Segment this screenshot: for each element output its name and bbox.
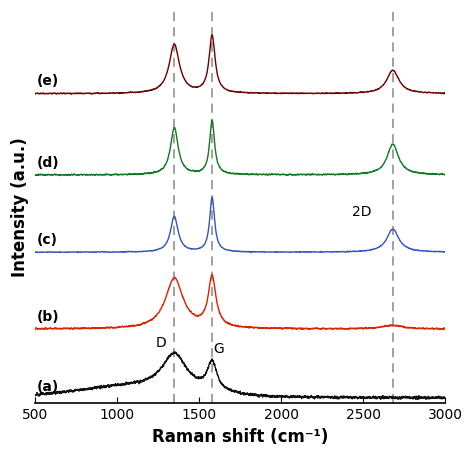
- Text: (d): (d): [37, 156, 60, 170]
- Text: (e): (e): [37, 74, 59, 88]
- Text: (a): (a): [37, 380, 59, 393]
- Text: G: G: [213, 342, 224, 356]
- X-axis label: Raman shift (cm⁻¹): Raman shift (cm⁻¹): [152, 428, 328, 446]
- Text: (c): (c): [37, 233, 58, 247]
- Text: (b): (b): [37, 310, 60, 324]
- Text: 2D: 2D: [352, 206, 371, 219]
- Y-axis label: Intensity (a.u.): Intensity (a.u.): [11, 138, 29, 277]
- Text: D: D: [156, 336, 166, 350]
